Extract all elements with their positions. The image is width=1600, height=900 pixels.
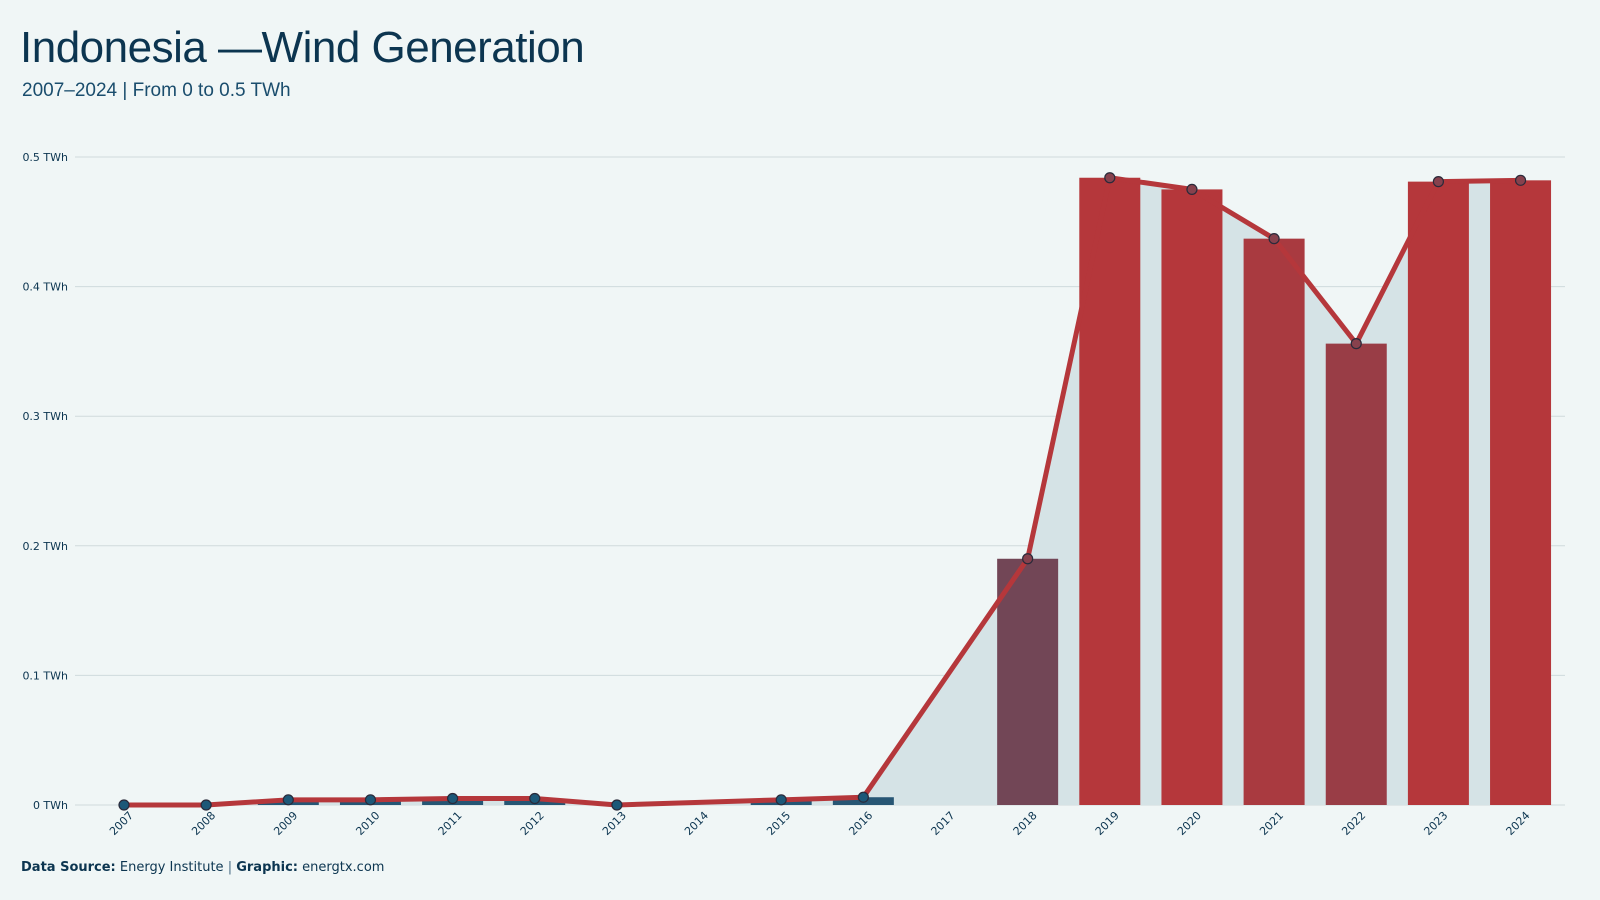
x-tick-label: 2022 xyxy=(1339,809,1368,838)
x-tick-label: 2010 xyxy=(353,809,382,838)
graphic-label: Graphic: xyxy=(236,860,298,875)
x-tick-label: 2016 xyxy=(846,809,875,838)
marker-2023 xyxy=(1432,176,1445,188)
bar-2022 xyxy=(1325,343,1387,805)
bars xyxy=(257,177,1552,806)
marker-2024 xyxy=(1514,174,1527,186)
x-tick-label: 2021 xyxy=(1257,809,1286,838)
bar-2020 xyxy=(1161,189,1223,805)
line-layer xyxy=(121,175,1524,808)
marker-2013 xyxy=(611,799,623,811)
marker-2019 xyxy=(1104,172,1116,184)
marker-2007 xyxy=(118,799,130,811)
data-source-value: Energy Institute xyxy=(119,860,224,875)
x-tick-label: 2009 xyxy=(271,809,300,838)
x-tick-label: 2014 xyxy=(682,809,711,838)
x-tick-label: 2008 xyxy=(189,809,218,838)
y-tick-label: 0.1 TWh xyxy=(22,669,68,682)
marker-2008 xyxy=(200,799,212,811)
marker-2009 xyxy=(282,794,294,806)
x-tick-label: 2017 xyxy=(929,809,958,838)
marker-2011 xyxy=(447,792,459,805)
markers xyxy=(118,172,1527,811)
series-area xyxy=(124,177,1521,806)
footer-separator: | xyxy=(227,860,233,875)
marker-2021 xyxy=(1268,233,1280,245)
marker-2022 xyxy=(1350,338,1362,350)
x-tick-label: 2007 xyxy=(107,809,136,838)
y-tick-label: 0 TWh xyxy=(33,799,68,812)
x-tick-label: 2011 xyxy=(436,809,465,838)
y-axis-tick-labels: 0 TWh 0.1 TWh 0.2 TWh 0.3 TWh 0.4 TWh 0.5 TWh xyxy=(22,151,68,812)
x-tick-label: 2020 xyxy=(1175,809,1204,838)
chart-title: Indonesia —Wind Generation xyxy=(20,23,585,72)
x-tick-label: 2024 xyxy=(1504,809,1533,838)
x-tick-label: 2012 xyxy=(518,809,547,838)
marker-2010 xyxy=(364,794,377,806)
y-tick-label: 0.5 TWh xyxy=(22,151,68,164)
x-tick-label: 2015 xyxy=(764,809,793,838)
marker-2018 xyxy=(1022,553,1034,565)
data-source-label: Data Source: xyxy=(21,860,116,875)
marker-2015 xyxy=(775,794,787,806)
y-tick-label: 0.4 TWh xyxy=(22,281,68,294)
bar-2023 xyxy=(1407,181,1469,805)
graphic-value: energtx.com xyxy=(302,860,385,875)
area-layer xyxy=(124,177,1521,806)
y-tick-label: 0.3 TWh xyxy=(22,410,68,423)
x-tick-label: 2023 xyxy=(1421,809,1450,838)
bar-2024 xyxy=(1490,180,1552,805)
marker-2012 xyxy=(529,792,541,805)
chart-subtitle: 2007–2024 | From 0 to 0.5 TWh xyxy=(22,80,291,101)
bar-2021 xyxy=(1243,238,1305,805)
x-axis-tick-labels: 2007 2008 2009 2010 2011 2012 2013 2014 2015 2016… xyxy=(107,809,1533,838)
x-tick-label: 2018 xyxy=(1011,809,1040,838)
x-tick-label: 2013 xyxy=(600,809,629,838)
y-tick-label: 0.2 TWh xyxy=(22,540,68,553)
series-line xyxy=(121,175,1524,808)
bar-2018 xyxy=(997,558,1059,805)
footer-credits: Data Source: Energy Institute | Graphic:… xyxy=(21,860,384,875)
x-tick-label: 2019 xyxy=(1093,809,1122,838)
marker-2020 xyxy=(1186,183,1198,195)
marker-2016 xyxy=(857,791,869,803)
